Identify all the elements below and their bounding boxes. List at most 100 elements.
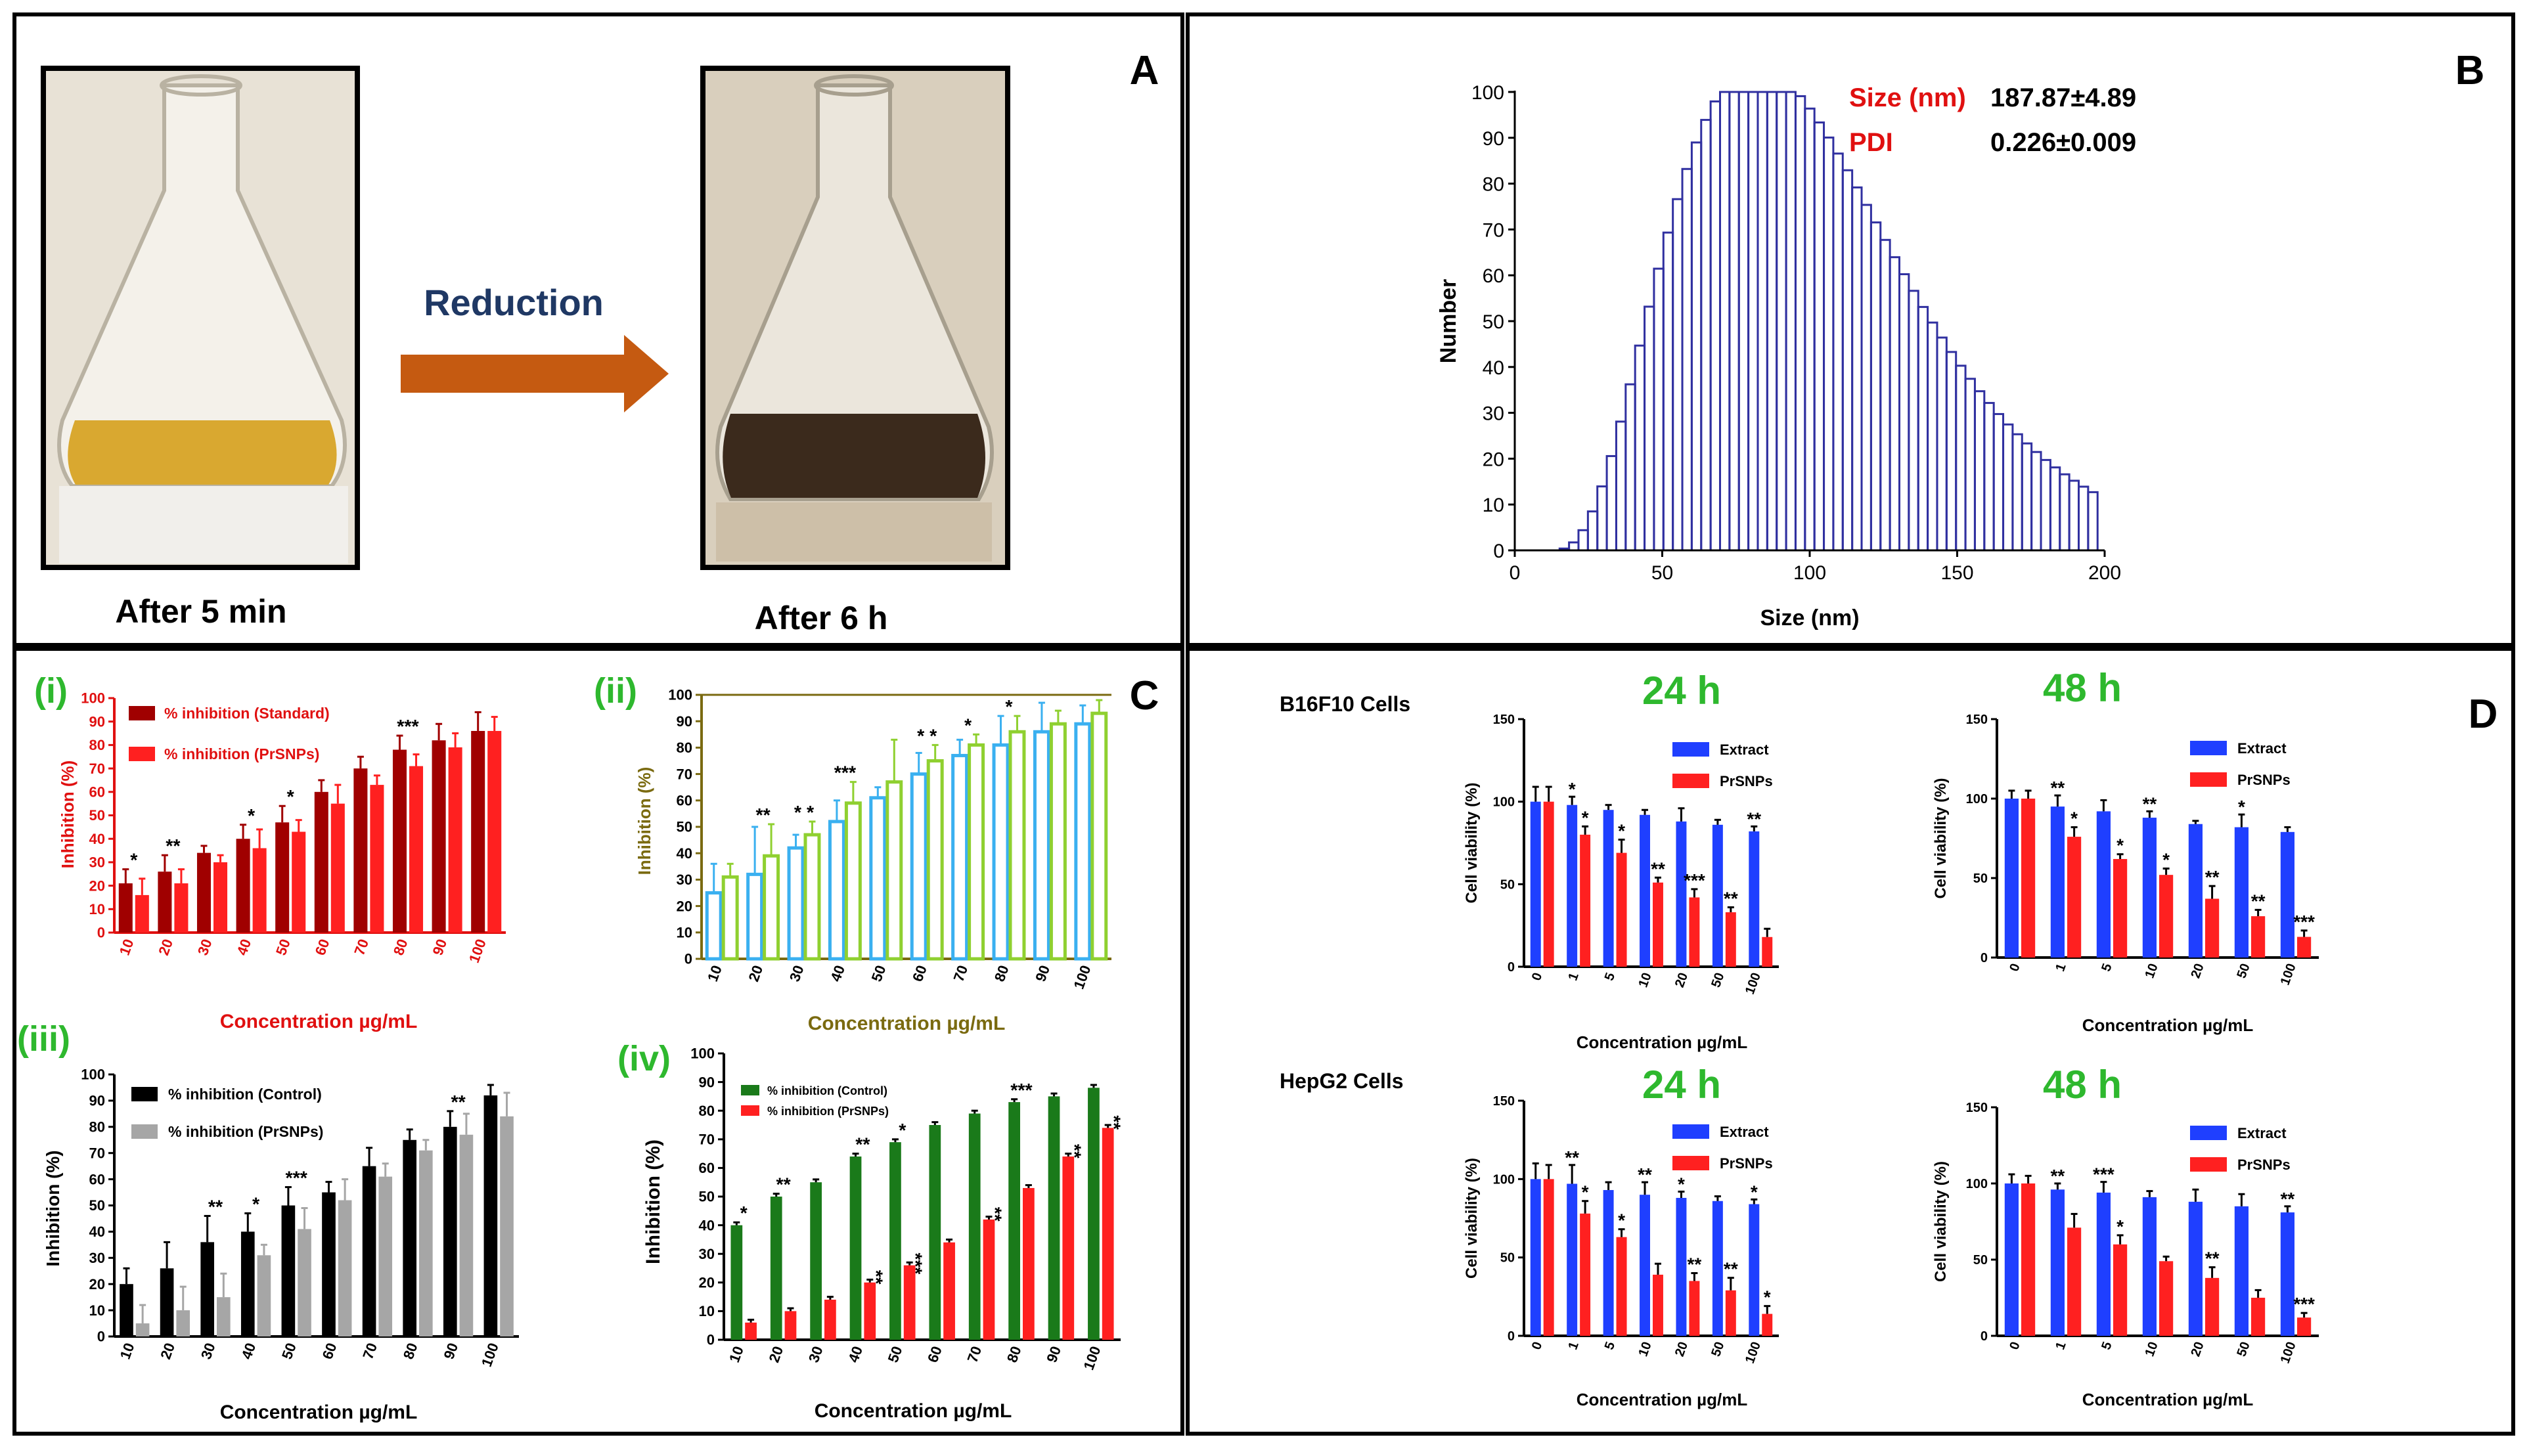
y-tick-label: 40: [677, 845, 692, 862]
y-tick-label: 100: [81, 690, 105, 707]
significance-mark: *: [287, 787, 295, 808]
x-tick-label: 10: [704, 963, 725, 984]
y-tick-label: 70: [89, 761, 105, 777]
bar: [240, 1231, 255, 1336]
bar: [2142, 818, 2157, 958]
legend-swatch: [1672, 742, 1709, 757]
legend-swatch: [131, 1124, 158, 1139]
chart-c-iii: (iii) 0 10 20 30 40 50 60 70 80 90 100 10 20 30 40 50 60 7…: [17, 1019, 519, 1423]
bar: [2251, 916, 2266, 958]
y-axis-label: Inhibition (%): [43, 1150, 63, 1266]
x-tick-label: 10: [2142, 1340, 2160, 1358]
subpanel-tag: (iii): [17, 1019, 70, 1059]
x-tick-label: 50: [2234, 961, 2252, 980]
bar: [443, 1126, 457, 1336]
bar: [200, 1242, 214, 1336]
x-tick-label: 20: [2188, 1340, 2206, 1358]
bar: [1530, 801, 1541, 967]
histogram-bar: [1785, 91, 1797, 552]
y-tick-label: 50: [89, 807, 105, 824]
bar: [217, 1297, 231, 1336]
bar: [1640, 1195, 1650, 1336]
bar: [1616, 852, 1627, 967]
significance-mark: *: [2116, 835, 2124, 856]
significance-mark: **: [2281, 1189, 2295, 1209]
bar: [2096, 811, 2111, 958]
significance-mark: **: [451, 1092, 466, 1113]
histogram-bar: [1804, 107, 1816, 552]
y-tick-label: 0: [1493, 540, 1504, 562]
y-tick-label: 40: [89, 1224, 105, 1240]
bar: [378, 1176, 393, 1336]
x-tick-label: 10: [116, 937, 137, 958]
y-tick-label: 0: [1508, 1329, 1515, 1344]
bar: [448, 747, 462, 933]
flask-brown-solution-icon: [715, 74, 994, 562]
bar: [1725, 912, 1736, 967]
size-annotation-label: Size (nm): [1849, 83, 1966, 112]
y-tick-label: 0: [1981, 1329, 1988, 1344]
significance-mark: **: [1565, 1147, 1579, 1168]
significance-mark: *: [1751, 1181, 1758, 1202]
x-tick-label: 100: [1743, 971, 1764, 996]
panel-C-frame: [12, 647, 1184, 1436]
y-tick-label: 80: [1483, 174, 1504, 196]
bar: [2050, 806, 2065, 958]
y-tick-label: 50: [677, 819, 692, 835]
legend-swatch: [2190, 1157, 2227, 1172]
bar: [487, 730, 502, 933]
bar: [910, 772, 928, 961]
time-title: 24 h: [1642, 1063, 1721, 1107]
y-tick-label: 0: [97, 1329, 105, 1345]
bar: [787, 846, 805, 961]
bar: [330, 803, 345, 933]
histogram-bar: [1964, 378, 1976, 552]
bar: [1530, 1179, 1541, 1336]
legend-swatch: [1672, 774, 1709, 788]
significance-mark: *: [1678, 1174, 1685, 1194]
histogram-bar: [1653, 267, 1665, 552]
y-tick-label: 10: [89, 901, 105, 917]
bar: [403, 1139, 416, 1336]
bar: [968, 743, 985, 961]
histogram-bar: [2040, 458, 2051, 552]
bar: [929, 1125, 941, 1340]
bar: [2004, 799, 2019, 958]
x-tick-label: 0: [1510, 562, 1521, 584]
histogram-bar: [1841, 169, 1854, 552]
y-tick-label: 70: [699, 1132, 715, 1148]
x-axis-label: Concentration µg/mL: [815, 1400, 1012, 1422]
histogram-bar: [2030, 451, 2042, 552]
significance-mark: ***: [2093, 1164, 2115, 1185]
bar: [419, 1150, 433, 1336]
bar: [1567, 1183, 1578, 1336]
x-tick-label: 70: [359, 1340, 380, 1361]
bar: [849, 1156, 862, 1340]
significance-mark: *: [2116, 1216, 2124, 1237]
y-tick-label: 30: [677, 871, 692, 888]
bar: [2067, 837, 2082, 958]
histogram-bar: [1832, 152, 1844, 552]
bar: [1749, 1204, 1760, 1336]
y-tick-label: 60: [699, 1160, 715, 1176]
y-axis-label: Cell viability (%): [1463, 1158, 1481, 1279]
x-tick-label: 60: [909, 963, 930, 984]
significance-mark: ***: [906, 1253, 926, 1275]
significance-mark: **: [1651, 858, 1665, 879]
x-tick-label: 150: [1940, 562, 1973, 584]
bar: [2113, 858, 2128, 958]
y-tick-label: 60: [89, 784, 105, 801]
bar: [885, 780, 903, 961]
bar: [1580, 1213, 1591, 1336]
histogram-bar: [1898, 273, 1910, 552]
significance-mark: **: [1688, 1254, 1702, 1275]
bar: [252, 848, 267, 933]
histogram-bar: [1776, 91, 1787, 552]
bar: [2280, 1212, 2294, 1336]
panel-A-frame: [12, 12, 1184, 647]
y-axis-label: Inhibition (%): [642, 1139, 664, 1264]
time-title: 48 h: [2043, 1063, 2122, 1107]
legend-swatch: [741, 1085, 759, 1095]
histogram-bar: [1719, 91, 1731, 552]
